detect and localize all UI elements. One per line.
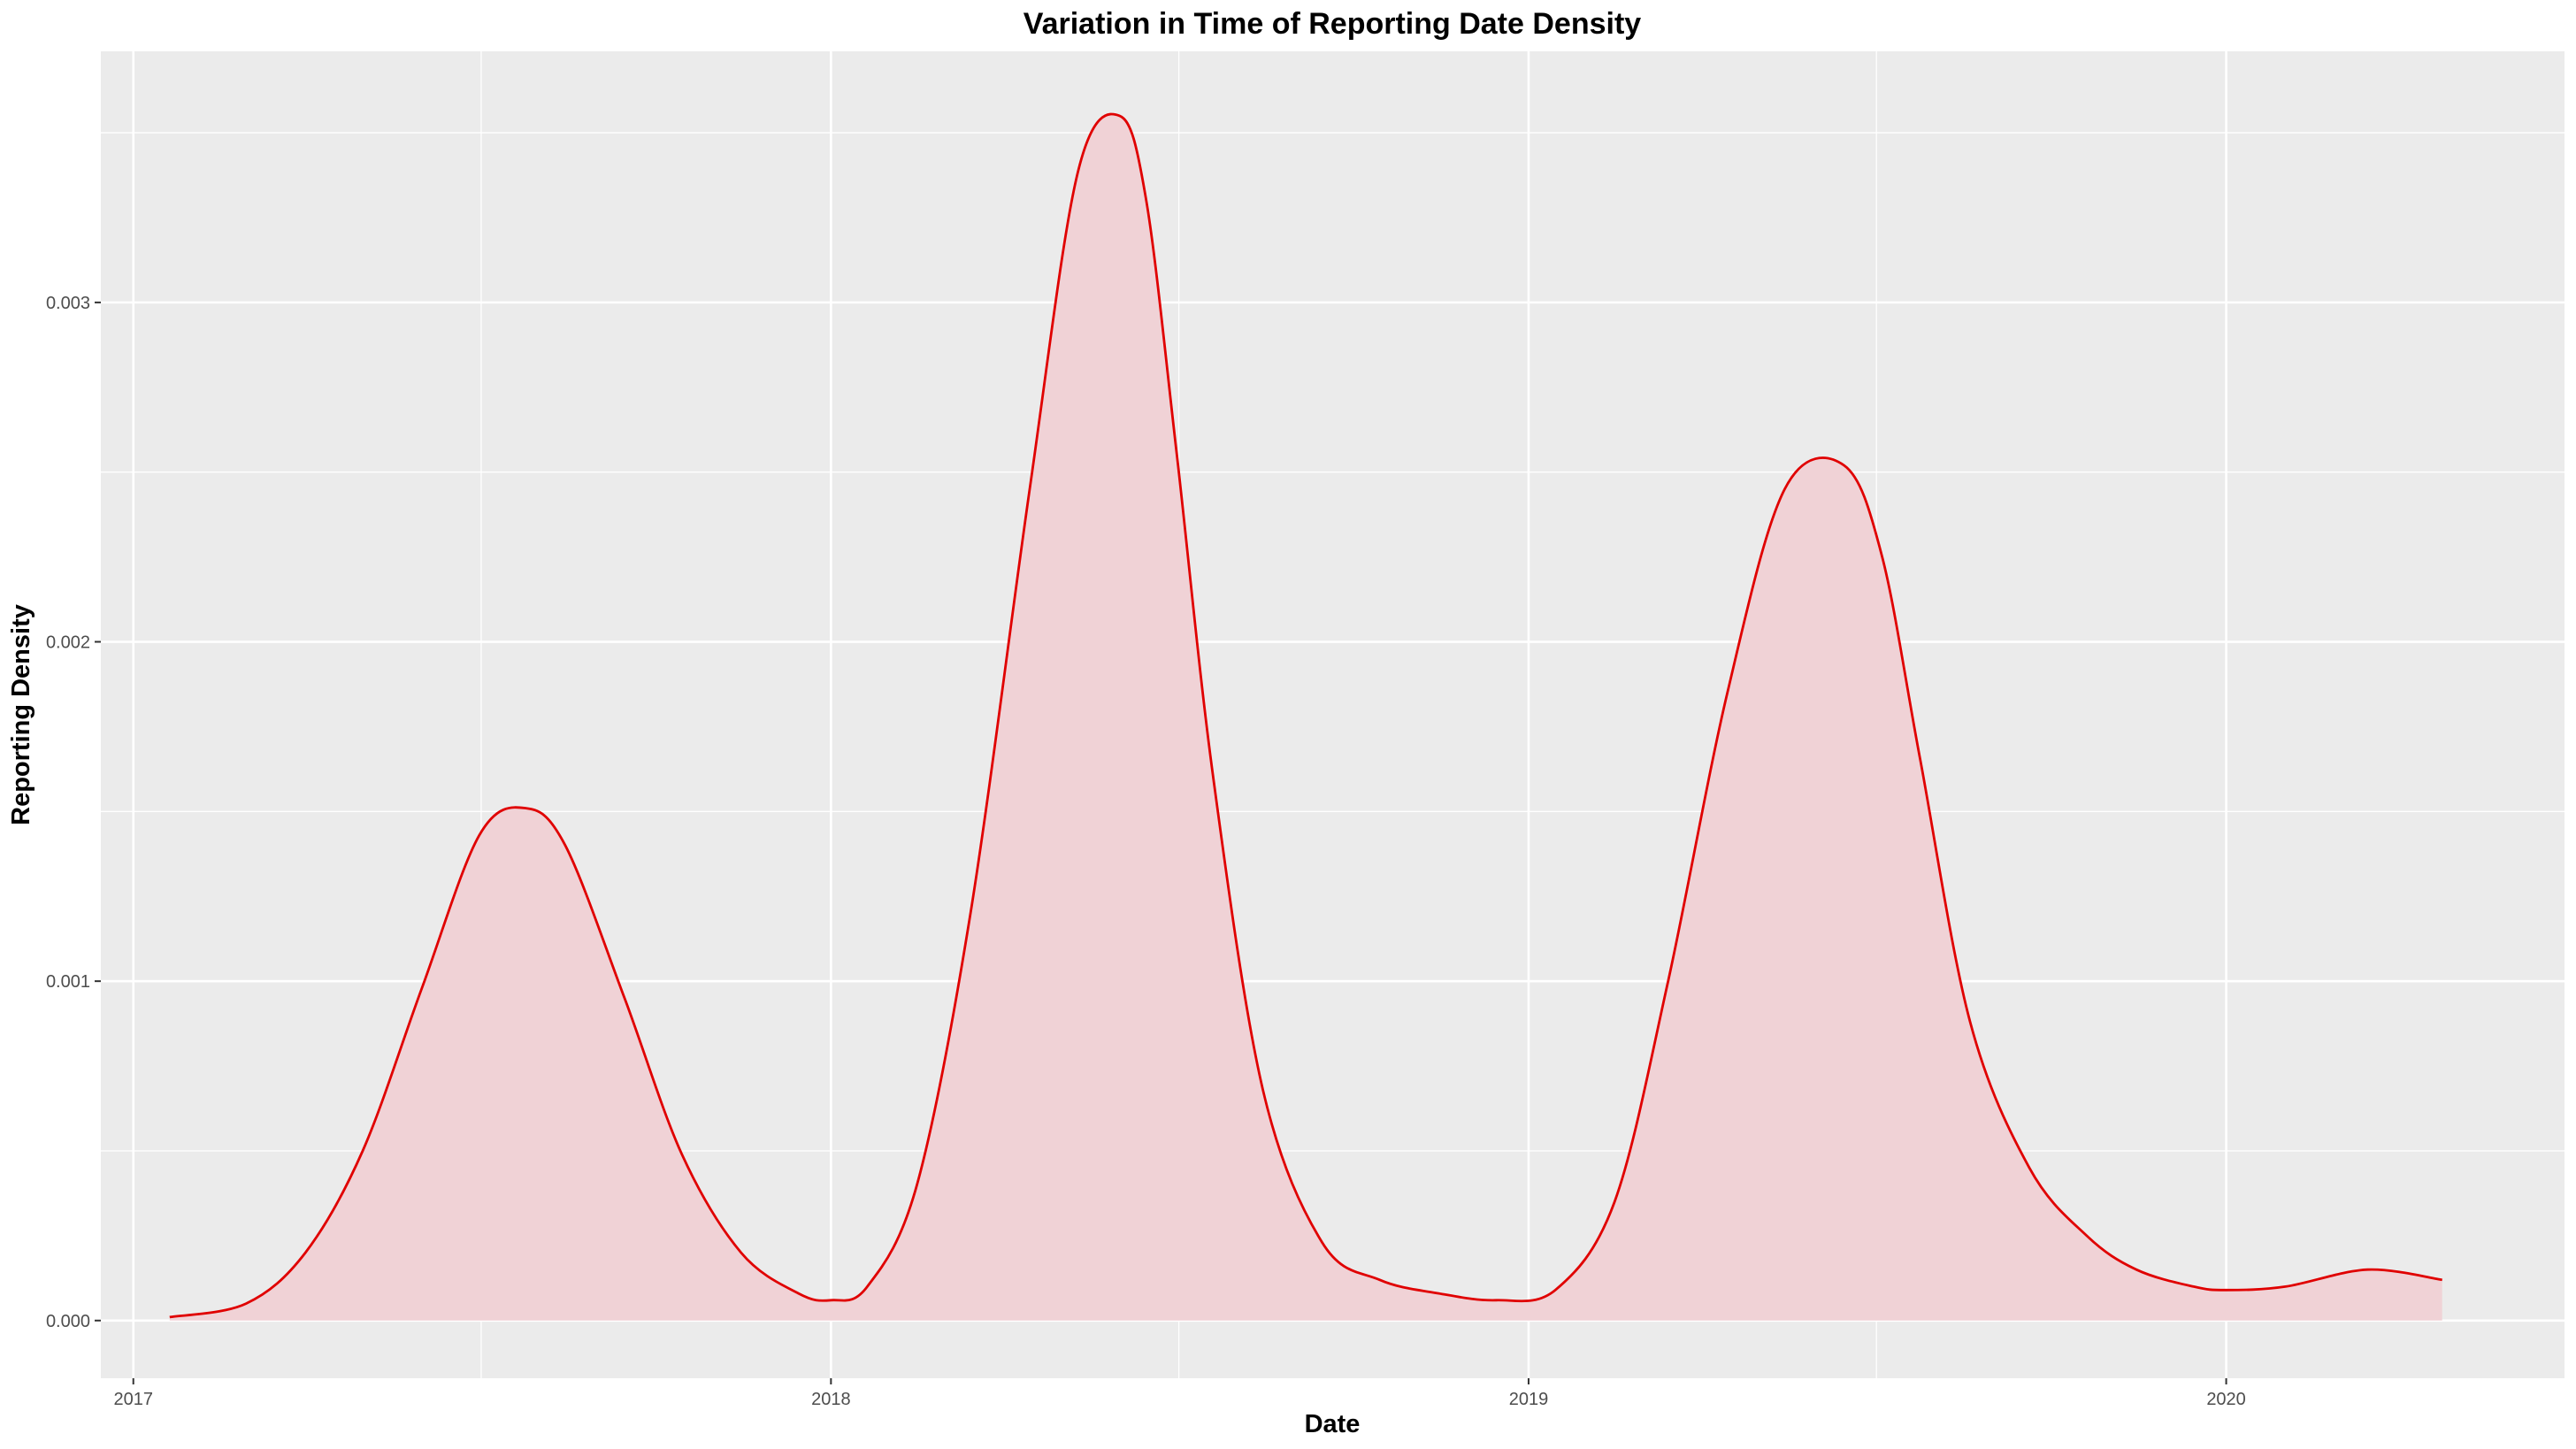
y-tick-label: 0.001 [46,972,90,992]
x-tick-label: 2020 [2206,1390,2246,1409]
y-tick-label: 0.003 [46,294,90,313]
y-axis-title: Reporting Density [7,604,35,825]
density-area [169,113,2442,1321]
x-tick-label: 2019 [1509,1390,1549,1409]
y-tick-label: 0.000 [46,1312,90,1331]
y-tick-label: 0.002 [46,633,90,653]
y-axis-ticks: 0.000 0.001 0.002 0.003 [46,294,101,1331]
density-line [169,112,2442,1319]
x-axis-title: Date [1305,1410,1361,1438]
x-tick-label: 2017 [113,1390,153,1409]
x-axis-ticks: 2017 2018 2019 2020 [113,1378,2246,1409]
x-tick-label: 2018 [811,1390,851,1409]
chart-title: Variation in Time of Reporting Date Dens… [1024,7,1641,41]
